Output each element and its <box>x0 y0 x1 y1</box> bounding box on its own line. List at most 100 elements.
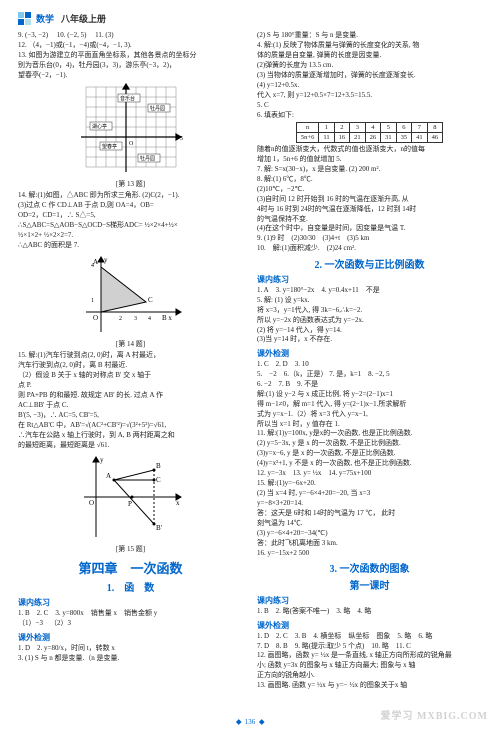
text-line: (2) 将 y=−14 代入，得 y=14. <box>257 326 482 335</box>
svg-text:望春亭: 望春亭 <box>102 143 117 150</box>
text-line: 14. 解:(1)如图，△ABC 即为所求三角形. (2)C(2，−1). <box>18 191 243 200</box>
figure-caption: [第 13 题] <box>18 179 243 189</box>
text-line: (3)自时间 12 时开始到 16 时的气温在逐渐升高, 从 <box>257 195 482 204</box>
text-line: 则 PA+PB 的和最短. 故规定 AB' 的长. 过点 A 作 <box>18 391 243 400</box>
text-line: B'(5, −3)，∴ AC=5, CB'=5, <box>18 411 243 420</box>
svg-text:4: 4 <box>148 316 151 322</box>
svg-text:3: 3 <box>134 316 137 322</box>
svg-text:y: y <box>104 256 108 264</box>
svg-text:湖心亭: 湖心亭 <box>92 123 107 130</box>
text-line: 11. 解:(1)y=100x, y是x的一次函数, 也是正比例函数. <box>257 429 482 438</box>
text-line: 6. −2 7. B 9. 不是 <box>257 380 482 389</box>
text-line: (2) y=5−3x, y 是 x 的一次函数, 不是正比例函数. <box>257 439 482 448</box>
text-line: ∴汽车在公路 x 轴上行驶时，到 A, B 两村距离之和 <box>18 431 243 440</box>
left-column: 9. (−3, −2) 10. (−2, 5) 11. (3) 12. （4，−… <box>18 31 243 691</box>
svg-text:y: y <box>100 456 104 464</box>
text-line: 8. 解:(1) 6℃，8℃. <box>257 175 482 184</box>
svg-text:x: x <box>176 499 180 507</box>
text-line: 答：这天是 6时和 14时的气温为 17 ℃， 此时 <box>257 509 482 518</box>
text-line: (2) S 与 180°重量：S 与 n 是变量. <box>257 31 482 40</box>
text-line: 刻气温为 14℃. <box>257 519 482 528</box>
section-heading: 2. 一次函数与正比例函数 <box>257 256 482 271</box>
text-line: 9. (−3, −2) 10. (−2, 5) 11. (3) <box>18 31 243 40</box>
svg-text:O: O <box>129 141 134 147</box>
data-table: n12345678 5n+61116212631354146 <box>296 122 443 143</box>
table-row: n12345678 <box>296 122 442 132</box>
content-columns: 9. (−3, −2) 10. (−2, 5) 11. (3) 12. （4，−… <box>18 31 482 691</box>
text-line: 汽车行驶到点(2, 0)时，离 B 村最近. <box>18 361 243 370</box>
text-line: 的最短距离，最短距离是 √61. <box>18 441 243 450</box>
text-line: （2）假设 B 关于 x 轴的对称点 B' 交 x 轴于 <box>18 371 243 380</box>
text-line: AC⊥BB' 于点 C. <box>18 401 243 410</box>
subsection-heading: 课外检测 <box>257 348 482 359</box>
text-line: 答：此时飞机离地面 3 km. <box>257 539 482 548</box>
text-line: 解:(1) 设 y−2 与 x 成正比例, 将 y−2=(2−1)x=1 <box>257 390 482 399</box>
text-line: (3)y=x−6, y 是 x 的一次函数, 不是正比例函数. <box>257 449 482 458</box>
text-line: (2)弹簧的长度为 13.5 cm. <box>257 61 482 70</box>
text-line: 12. y=−3x 13. y= ½x 14. y=75x+100 <box>257 469 482 478</box>
text-line: 7. 解: S=x(30−x)，x 是自变量. (2) 200 m². <box>257 165 482 174</box>
text-line: 所以当 x=1 时，y 值存在 1. <box>257 420 482 429</box>
text-line: 的气温保持不变. <box>257 215 482 224</box>
subsection-heading: 课外检测 <box>18 632 243 643</box>
svg-text:P: P <box>128 500 132 508</box>
text-line: (4)y=x²+1, y 不是 x 的一次函数, 也不是正比例函数. <box>257 459 482 468</box>
figure-14: A 4 C O 2 3 4 B x 1 y <box>76 252 186 337</box>
text-line: 6. 填表如下: <box>257 111 482 120</box>
text-line: 5. 解: (1) 设 y=kx. <box>257 296 482 305</box>
text-line: 10. 解:(1)面积减少. (2)24 cm². <box>257 244 482 253</box>
right-column: (2) S 与 180°重量：S 与 n 是变量. 4. 解:(1) 反映了物体… <box>257 31 482 691</box>
svg-text:2: 2 <box>119 316 122 322</box>
svg-text:B x: B x <box>162 314 172 322</box>
text-line: 12. （4，−1)或(−1，−4)或(−4，−1, 3). <box>18 41 243 50</box>
text-line: 13. 画图略. 函数 y= ½x 与 y=− ½x 的图象关于x 轴 <box>257 681 482 690</box>
text-line: (3) y=−6×4+20=−34(℃) <box>257 529 482 538</box>
text-line: (3)当 y=14 时，x 不存在. <box>257 335 482 344</box>
text-line: 12. 画图略，函数 y= ½x 是一条直线, x 轴正方向所形成的锐角最 <box>257 651 482 660</box>
section-heading: 3. 一次函数的图象 <box>257 560 482 575</box>
text-line: ∴△ABC 的面积是 7. <box>18 241 243 250</box>
table-row: 5n+61116212631354146 <box>296 132 442 142</box>
text-line: 代入 x=7, 则 y=12+0.5×7=12+3.5=15.5. <box>257 91 482 100</box>
text-line: （1）−3 （2）3 <box>18 619 243 628</box>
text-line: 4. 解:(1) 反映了物体质量与弹簧的长度变化的关系, 物 <box>257 41 482 50</box>
text-line: 3. (1) S 与 n 都是变量.（n 是变量. <box>18 654 243 663</box>
text-line: 别为音乐台(0，4)，牡丹园(3，3)，游乐亭(−3，2)， <box>18 61 243 70</box>
section-heading: 第一课时 <box>257 577 482 592</box>
text-line: 望春亭(−2，−1). <box>18 71 243 80</box>
grade-label: 八年级上册 <box>61 12 106 25</box>
text-line: (3) 当物体的质量逐渐增加时，弹簧的长度逐渐变长. <box>257 71 482 80</box>
figure-13: O 5 音乐台 牡丹园 湖心亭 望春亭 牡丹园 <box>76 82 186 177</box>
text-line: 式为 y=x−1.（2）将 x=3 代入 y=x−1, <box>257 410 482 419</box>
text-line: (3)过点 C 作 CD⊥AB 于点 D,则 OA=4，OB= <box>18 201 243 210</box>
svg-text:O: O <box>89 499 94 507</box>
header-logo <box>18 12 32 25</box>
text-line: 1. B 2. C 3. y=800x 销售量 x 销售金额 y <box>18 609 243 618</box>
text-line: ½×1×2+ ½×2×2=7. <box>18 231 243 240</box>
text-line: 1. D 2. y=80/x，时间 t，转数 x <box>18 644 243 653</box>
svg-text:5: 5 <box>180 136 183 142</box>
svg-text:C: C <box>156 476 161 484</box>
subsection-heading: 课内练习 <box>257 595 482 606</box>
text-line: (2)10℃，−2℃. <box>257 185 482 194</box>
svg-text:B': B' <box>156 524 162 532</box>
text-line: 1. A 3. y=180°−2x 4. y=0.4x+11 不是 <box>257 286 482 295</box>
svg-text:牡丹园: 牡丹园 <box>140 155 155 162</box>
text-line: 体的质量是自变量, 弹簧的长度是因变量. <box>257 51 482 60</box>
text-line: ∴S△ABC=S△AOB−S△OCD−S梯形ADC= ½×2×4+½× <box>18 221 243 230</box>
text-line: 7. D 8. B 9. 略(提示:取少 5 个点) 10. 略 11. C <box>257 642 482 651</box>
figure-caption: [第 15 题] <box>18 544 243 554</box>
svg-text:牡丹园: 牡丹园 <box>150 105 165 112</box>
text-line: 点 P. <box>18 381 243 390</box>
text-line: 15. 解:(1)y=−6x+20. <box>257 479 482 488</box>
text-line: 15. 解:(1)汽车行驶到点(2, 0)时，离 A 村最近， <box>18 351 243 360</box>
text-line: 小; 函数 y=3x 的图象与 x 轴正方向最大; 图象与 x 轴 <box>257 661 482 670</box>
text-line: 在 Rt△AB'C 中，AB'=√(AC²+CB'²)=√(3²+5²)=√61… <box>18 421 243 430</box>
svg-text:B: B <box>156 462 161 470</box>
text-line: (4)在这个时中，自变量是时间，因变量是气温 T. <box>257 224 482 233</box>
text-line: 1. D 2. C 3. B 4. 横坐标 纵坐标 图象 5. 略 6. 略 <box>257 632 482 641</box>
text-line: (4) y=12+0.5x. <box>257 81 482 90</box>
text-line: 正方向的锐角越小. <box>257 671 482 680</box>
text-line: y=−8×3+20=14. <box>257 499 482 508</box>
text-line: 5. −2 6.（k，正是） 7. 是，k=1 8. −2, 5 <box>257 370 482 379</box>
